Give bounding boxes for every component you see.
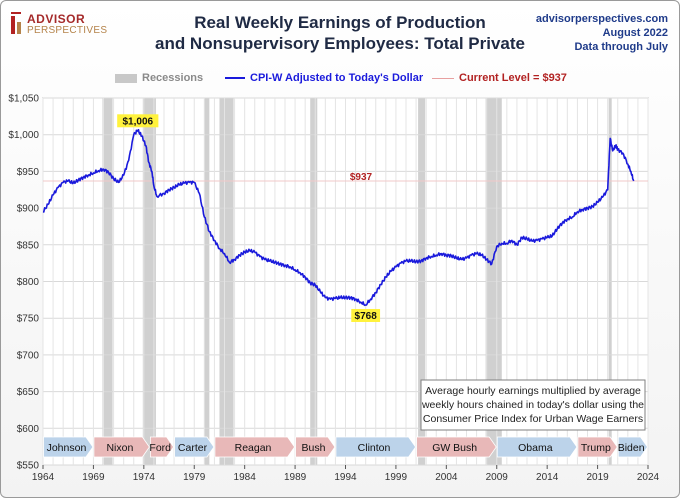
y-tick-label: $600 <box>17 424 40 435</box>
y-tick-label: $950 <box>17 167 40 178</box>
president-arrow <box>149 436 175 458</box>
legend-recessions-label: Recessions <box>142 72 204 84</box>
president-arrow <box>496 436 578 458</box>
current-level-swatch <box>432 77 454 79</box>
x-tick-label: 1999 <box>385 472 408 483</box>
president-arrow <box>214 436 296 458</box>
x-tick-label: 1984 <box>234 472 257 483</box>
president-arrow <box>174 436 215 458</box>
president-label: Biden <box>618 442 645 454</box>
annotation-highlight <box>351 308 381 322</box>
legend-recessions: Recessions <box>115 72 203 84</box>
y-tick-label: $850 <box>17 240 40 251</box>
y-tick-label: $900 <box>17 204 40 215</box>
legend: Recessions CPI-W Adjusted to Today's Dol… <box>115 72 567 86</box>
y-axis-ticks: $550 $600 $650 $700 $750 $800 $850 $900 $950 $1,0… <box>8 94 39 472</box>
series-line <box>42 128 635 307</box>
president-arrow <box>295 436 336 458</box>
source-date: August 2022 <box>602 27 668 39</box>
title-line-1: Real Weekly Earnings of Production <box>194 13 486 32</box>
y-tick-label: $700 <box>17 350 40 361</box>
annotation-label: $768 <box>355 311 378 322</box>
note-box: Average hourly earnings multiplied by av… <box>420 379 646 431</box>
president-label: Carter <box>178 442 208 454</box>
legend-series: CPI-W Adjusted to Today's Dollar <box>225 72 423 84</box>
x-tick-label: 1989 <box>284 472 307 483</box>
y-tick-label: $650 <box>17 387 40 398</box>
president-label: Johnson <box>47 442 87 454</box>
x-tick-label: 2024 <box>637 472 660 483</box>
x-axis-ticks: 1964 1969 1974 1979 1984 1989 1994 1999 2004 2009… <box>32 465 660 483</box>
legend-current-label: Current Level = $937 <box>459 72 567 84</box>
series-lines <box>42 128 635 307</box>
chart-title: Real Weekly Earnings of Production and N… <box>150 12 530 54</box>
annotations: $1,006 $768 $937 <box>117 114 381 322</box>
x-tick-label: 1969 <box>82 472 105 483</box>
y-tick-label: $550 <box>17 461 40 472</box>
y-tick-label: $750 <box>17 314 40 325</box>
president-arrows: Johnson Nixon Ford Carter Reagan Bush Clinton G… <box>43 436 648 458</box>
y-tick-label: $1,050 <box>8 94 39 105</box>
y-tick-label: $800 <box>17 277 40 288</box>
x-tick-label: 2004 <box>435 472 458 483</box>
recession-swatch <box>115 73 137 83</box>
legend-series-label: CPI-W Adjusted to Today's Dollar <box>250 72 424 84</box>
president-label: Ford <box>149 442 171 454</box>
note-line-3: Consumer Price Index for Urban Wage Earn… <box>423 413 643 425</box>
x-tick-label: 2019 <box>586 472 609 483</box>
title-line-2: and Nonsupervisory Employees: Total Priv… <box>154 34 525 53</box>
annotation-label: $1,006 <box>122 116 153 127</box>
president-arrow <box>43 436 94 458</box>
president-arrow <box>93 436 150 458</box>
logo-line-1: ADVISOR <box>27 12 86 26</box>
x-tick-label: 1974 <box>133 472 156 483</box>
annotation-highlight <box>117 114 159 128</box>
president-label: Reagan <box>235 442 272 454</box>
legend-current: Current Level = $937 <box>432 72 567 84</box>
source-data-through: Data through July <box>574 41 668 53</box>
president-label: Clinton <box>358 442 391 454</box>
president-label: GW Bush <box>432 442 477 454</box>
note-line-1: Average hourly earnings multiplied by av… <box>425 385 641 397</box>
source-block: advisorperspectives.com August 2022 Data… <box>536 12 668 54</box>
logo-icon <box>11 12 21 34</box>
advisor-perspectives-logo: ADVISOR PERSPECTIVES <box>10 10 120 40</box>
note-line-2: weekly hours chained in today's dollar u… <box>421 399 644 411</box>
president-label: Trump <box>581 442 611 454</box>
x-tick-label: 2014 <box>536 472 559 483</box>
y-tick-label: $1,000 <box>8 130 39 141</box>
x-tick-label: 1979 <box>183 472 206 483</box>
note-box-border <box>420 379 646 431</box>
source-site: advisorperspectives.com <box>535 13 668 25</box>
series-swatch <box>225 77 245 80</box>
president-arrow <box>416 436 497 458</box>
president-arrow <box>335 436 417 458</box>
president-arrow <box>577 436 618 458</box>
president-label: Nixon <box>106 442 133 454</box>
president-arrow <box>617 436 648 458</box>
president-label: Obama <box>518 442 553 454</box>
current-level-label: $937 <box>350 172 373 183</box>
x-tick-label: 1994 <box>334 472 357 483</box>
x-tick-label: 2009 <box>486 472 509 483</box>
x-tick-label: 1964 <box>32 472 55 483</box>
president-label: Bush <box>302 442 326 454</box>
logo-line-2: PERSPECTIVES <box>27 25 108 36</box>
